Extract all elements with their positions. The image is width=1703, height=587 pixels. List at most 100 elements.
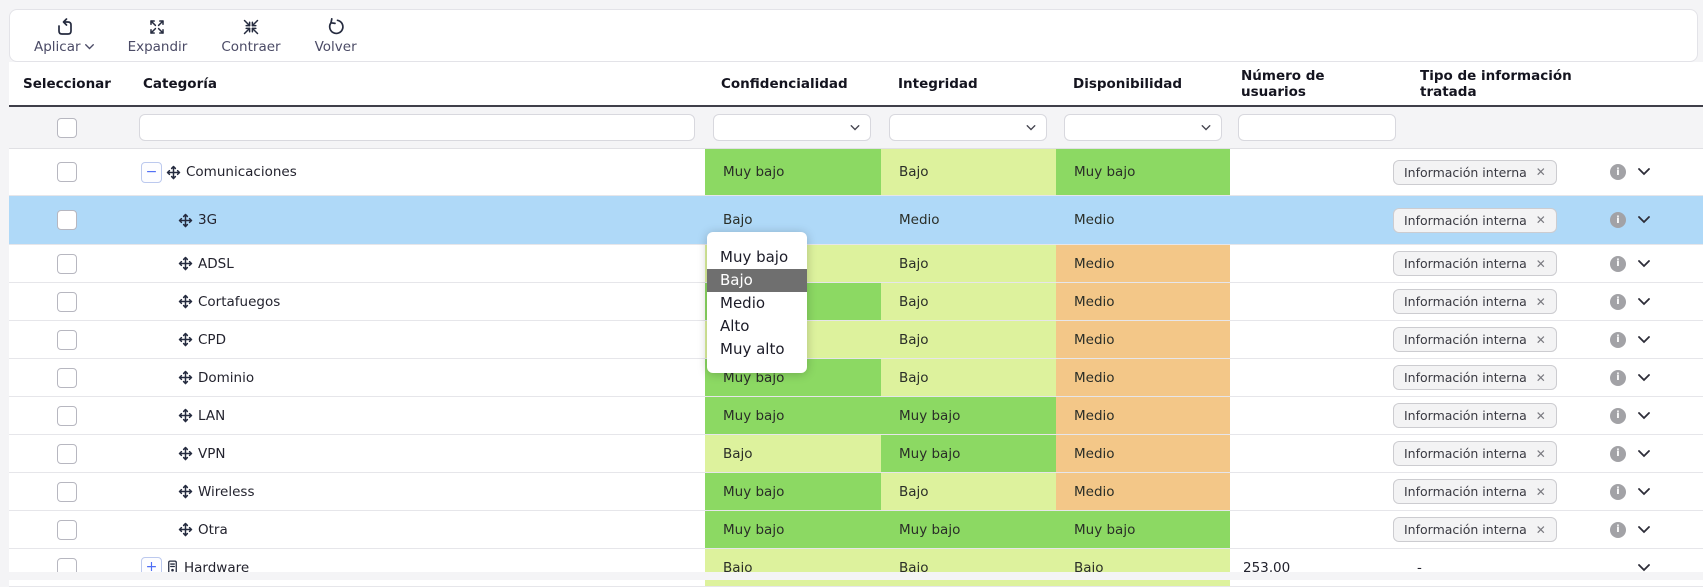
users-filter-input[interactable] bbox=[1238, 114, 1396, 141]
disponibilidad-filter-select[interactable] bbox=[1064, 114, 1222, 141]
info-icon[interactable]: i bbox=[1610, 256, 1626, 272]
chip-remove-icon[interactable]: ✕ bbox=[1536, 409, 1546, 423]
row-checkbox[interactable] bbox=[57, 162, 77, 182]
integridad-cell[interactable]: Bajo bbox=[881, 359, 1056, 396]
integridad-cell[interactable]: Muy bajo bbox=[881, 511, 1056, 548]
dropdown-option[interactable]: Medio bbox=[707, 292, 807, 315]
integridad-cell[interactable]: Bajo bbox=[881, 321, 1056, 358]
integridad-cell[interactable]: Medio bbox=[881, 196, 1056, 244]
integridad-cell[interactable]: Bajo bbox=[881, 245, 1056, 282]
info-icon[interactable]: i bbox=[1610, 332, 1626, 348]
integridad-cell[interactable]: Muy bajo bbox=[881, 397, 1056, 434]
level-value: Medio bbox=[1074, 212, 1115, 228]
disponibilidad-cell[interactable]: Medio bbox=[1056, 473, 1230, 510]
tipo-chip-label: Información interna bbox=[1404, 522, 1527, 537]
back-button[interactable]: Volver bbox=[315, 17, 357, 55]
disponibilidad-cell[interactable]: Medio bbox=[1056, 397, 1230, 434]
disponibilidad-cell[interactable]: Muy bajo bbox=[1056, 511, 1230, 548]
integridad-cell[interactable]: Bajo bbox=[881, 149, 1056, 195]
chevron-down-icon bbox=[850, 125, 860, 131]
row-expand-chevron-icon[interactable] bbox=[1638, 216, 1650, 224]
tipo-chip: Información interna✕ bbox=[1393, 208, 1557, 233]
chip-remove-icon[interactable]: ✕ bbox=[1536, 371, 1546, 385]
integridad-cell[interactable]: Muy bajo bbox=[881, 435, 1056, 472]
info-icon[interactable]: i bbox=[1610, 408, 1626, 424]
row-expand-chevron-icon[interactable] bbox=[1638, 298, 1650, 306]
chip-remove-icon[interactable]: ✕ bbox=[1536, 447, 1546, 461]
chip-remove-icon[interactable]: ✕ bbox=[1536, 485, 1546, 499]
expand-button[interactable]: Expandir bbox=[128, 17, 188, 55]
row-checkbox[interactable] bbox=[57, 292, 77, 312]
integridad-cell[interactable]: Bajo bbox=[881, 473, 1056, 510]
row-checkbox[interactable] bbox=[57, 330, 77, 350]
info-icon[interactable]: i bbox=[1610, 212, 1626, 228]
level-value: Medio bbox=[1074, 446, 1115, 462]
disponibilidad-cell[interactable]: Medio bbox=[1056, 196, 1230, 244]
level-value: Muy bajo bbox=[723, 484, 784, 500]
row-expand-chevron-icon[interactable] bbox=[1638, 526, 1650, 534]
row-expand-chevron-icon[interactable] bbox=[1638, 374, 1650, 382]
disponibilidad-cell[interactable]: Medio bbox=[1056, 435, 1230, 472]
row-expand-chevron-icon[interactable] bbox=[1638, 488, 1650, 496]
row-checkbox[interactable] bbox=[57, 520, 77, 540]
confidencialidad-cell[interactable]: Muy bajo bbox=[705, 473, 881, 510]
row-checkbox[interactable] bbox=[57, 482, 77, 502]
column-header-integridad: Integridad bbox=[881, 62, 1056, 105]
level-value: Medio bbox=[1074, 408, 1115, 424]
chip-remove-icon[interactable]: ✕ bbox=[1536, 257, 1546, 271]
select-all-checkbox[interactable] bbox=[57, 118, 77, 138]
dropdown-option[interactable]: Alto bbox=[707, 315, 807, 338]
dropdown-option[interactable]: Muy alto bbox=[707, 338, 807, 361]
info-icon[interactable]: i bbox=[1610, 522, 1626, 538]
row-expand-chevron-icon[interactable] bbox=[1638, 336, 1650, 344]
chip-remove-icon[interactable]: ✕ bbox=[1536, 213, 1546, 227]
category-filter-input[interactable] bbox=[139, 114, 695, 141]
confidencialidad-filter-select[interactable] bbox=[713, 114, 871, 141]
collapse-node-button[interactable]: − bbox=[141, 162, 162, 183]
column-header-tipo-informacion: Tipo de información tratada bbox=[1393, 62, 1608, 105]
confidencialidad-cell[interactable]: Bajo bbox=[705, 549, 881, 586]
dropdown-option[interactable]: Muy bajo bbox=[707, 246, 807, 269]
integridad-cell[interactable]: Bajo bbox=[881, 549, 1056, 586]
row-expand-chevron-icon[interactable] bbox=[1638, 412, 1650, 420]
row-checkbox[interactable] bbox=[57, 406, 77, 426]
dropdown-option[interactable]: Bajo bbox=[707, 269, 807, 292]
disponibilidad-cell[interactable]: Medio bbox=[1056, 245, 1230, 282]
tipo-cell: Información interna✕ bbox=[1393, 435, 1608, 472]
integridad-cell[interactable]: Bajo bbox=[881, 283, 1056, 320]
info-icon[interactable]: i bbox=[1610, 446, 1626, 462]
row-expand-chevron-icon[interactable] bbox=[1638, 564, 1650, 572]
info-icon[interactable]: i bbox=[1610, 370, 1626, 386]
row-expand-chevron-icon[interactable] bbox=[1638, 168, 1650, 176]
disponibilidad-cell[interactable]: Bajo bbox=[1056, 549, 1230, 586]
confidencialidad-cell[interactable]: Bajo bbox=[705, 435, 881, 472]
column-header-seleccionar: Seleccionar bbox=[9, 62, 128, 105]
category-label: Cortafuegos bbox=[198, 294, 280, 310]
row-checkbox[interactable] bbox=[57, 210, 77, 230]
collapse-button[interactable]: Contraer bbox=[221, 17, 280, 55]
chip-remove-icon[interactable]: ✕ bbox=[1536, 523, 1546, 537]
info-icon[interactable]: i bbox=[1610, 294, 1626, 310]
info-icon[interactable]: i bbox=[1610, 164, 1626, 180]
row-expand-chevron-icon[interactable] bbox=[1638, 450, 1650, 458]
apply-button[interactable]: Aplicar bbox=[34, 17, 94, 55]
row-checkbox[interactable] bbox=[57, 368, 77, 388]
integridad-filter-select[interactable] bbox=[889, 114, 1047, 141]
disponibilidad-cell[interactable]: Muy bajo bbox=[1056, 149, 1230, 195]
row-actions: i bbox=[1608, 321, 1703, 358]
chip-remove-icon[interactable]: ✕ bbox=[1536, 333, 1546, 347]
category-label: Comunicaciones bbox=[186, 164, 297, 180]
disponibilidad-cell[interactable]: Medio bbox=[1056, 283, 1230, 320]
info-icon[interactable]: i bbox=[1610, 484, 1626, 500]
confidencialidad-cell[interactable]: Muy bajo bbox=[705, 511, 881, 548]
disponibilidad-cell[interactable]: Medio bbox=[1056, 359, 1230, 396]
category-cell: LAN bbox=[128, 397, 705, 434]
chip-remove-icon[interactable]: ✕ bbox=[1536, 295, 1546, 309]
confidencialidad-cell[interactable]: Muy bajo bbox=[705, 397, 881, 434]
disponibilidad-cell[interactable]: Medio bbox=[1056, 321, 1230, 358]
row-checkbox[interactable] bbox=[57, 444, 77, 464]
row-checkbox[interactable] bbox=[57, 254, 77, 274]
chip-remove-icon[interactable]: ✕ bbox=[1536, 165, 1546, 179]
row-expand-chevron-icon[interactable] bbox=[1638, 260, 1650, 268]
confidencialidad-cell[interactable]: Muy bajo bbox=[705, 149, 881, 195]
